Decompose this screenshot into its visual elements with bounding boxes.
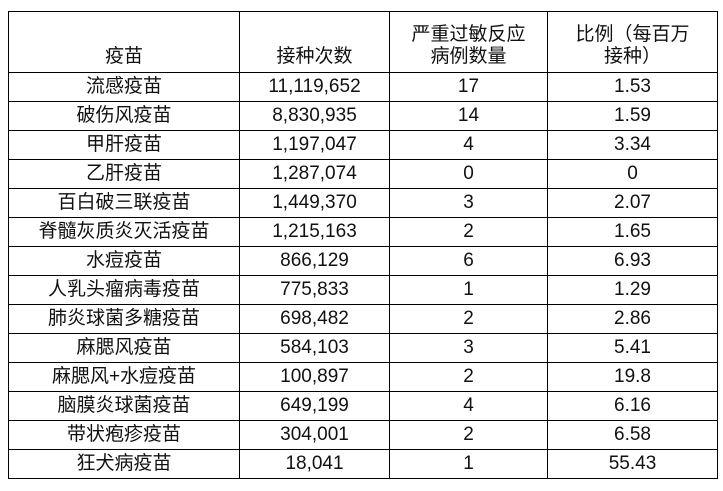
cell-rate: 1.53 xyxy=(547,72,718,102)
cell-rate: 55.43 xyxy=(547,449,718,479)
cell-doses: 11,119,652 xyxy=(239,72,390,102)
cell-vaccine: 百白破三联疫苗 xyxy=(8,188,240,218)
table-row: 人乳头瘤病毒疫苗 775,833 1 1.29 xyxy=(8,275,718,305)
table-row: 甲肝疫苗 1,197,047 4 3.34 xyxy=(8,130,718,160)
cell-doses: 698,482 xyxy=(239,304,390,334)
cell-vaccine: 水痘疫苗 xyxy=(8,246,240,276)
cell-vaccine: 破伤风疫苗 xyxy=(8,101,240,131)
table-row: 流感疫苗 11,119,652 17 1.53 xyxy=(8,72,718,102)
header-line: 疫苗 xyxy=(104,46,143,67)
header-doses: 接种次数 xyxy=(239,11,390,73)
cell-cases: 1 xyxy=(389,449,548,479)
cell-doses: 8,830,935 xyxy=(239,101,390,131)
table-row: 带状疱疹疫苗 304,001 2 6.58 xyxy=(8,420,718,450)
cell-cases: 6 xyxy=(389,246,548,276)
cell-doses: 18,041 xyxy=(239,449,390,479)
cell-vaccine: 狂犬病疫苗 xyxy=(8,449,240,479)
cell-rate: 19.8 xyxy=(547,362,718,392)
header-line: 严重过敏反应 xyxy=(411,24,526,45)
cell-cases: 2 xyxy=(389,304,548,334)
cell-rate: 6.16 xyxy=(547,391,718,421)
cell-vaccine: 乙肝疫苗 xyxy=(8,159,240,189)
cell-cases: 2 xyxy=(389,217,548,247)
cell-doses: 866,129 xyxy=(239,246,390,276)
cell-vaccine: 麻腮风+水痘疫苗 xyxy=(8,362,240,392)
header-rate: 比例（每百万 接种） xyxy=(547,11,718,73)
header-line: 病例数量 xyxy=(430,46,507,67)
cell-cases: 14 xyxy=(389,101,548,131)
cell-doses: 1,197,047 xyxy=(239,130,390,160)
cell-rate: 6.93 xyxy=(547,246,718,276)
cell-vaccine: 流感疫苗 xyxy=(8,72,240,102)
cell-cases: 3 xyxy=(389,333,548,363)
cell-rate: 1.65 xyxy=(547,217,718,247)
cell-rate: 1.29 xyxy=(547,275,718,305)
table-row: 麻腮风疫苗 584,103 3 5.41 xyxy=(8,333,718,363)
cell-doses: 100,897 xyxy=(239,362,390,392)
table-row: 破伤风疫苗 8,830,935 14 1.59 xyxy=(8,101,718,131)
vaccine-anaphylaxis-table: 疫苗 接种次数 严重过敏反应 病例数量 比例（每百万 接种） 流感疫苗 11,119,652… xyxy=(8,11,718,479)
cell-rate: 6.58 xyxy=(547,420,718,450)
cell-cases: 0 xyxy=(389,159,548,189)
table-row: 肺炎球菌多糖疫苗 698,482 2 2.86 xyxy=(8,304,718,334)
cell-cases: 3 xyxy=(389,188,548,218)
header-cases: 严重过敏反应 病例数量 xyxy=(389,11,548,73)
cell-cases: 1 xyxy=(389,275,548,305)
table-row: 麻腮风+水痘疫苗 100,897 2 19.8 xyxy=(8,362,718,392)
cell-vaccine: 脑膜炎球菌疫苗 xyxy=(8,391,240,421)
cell-doses: 304,001 xyxy=(239,420,390,450)
cell-doses: 649,199 xyxy=(239,391,390,421)
cell-rate: 3.34 xyxy=(547,130,718,160)
cell-vaccine: 脊髓灰质炎灭活疫苗 xyxy=(8,217,240,247)
cell-rate: 5.41 xyxy=(547,333,718,363)
header-line: 比例（每百万 xyxy=(575,24,690,45)
cell-vaccine: 带状疱疹疫苗 xyxy=(8,420,240,450)
cell-cases: 4 xyxy=(389,130,548,160)
cell-rate: 2.86 xyxy=(547,304,718,334)
cell-doses: 775,833 xyxy=(239,275,390,305)
cell-cases: 2 xyxy=(389,420,548,450)
cell-cases: 17 xyxy=(389,72,548,102)
table-row: 乙肝疫苗 1,287,074 0 0 xyxy=(8,159,718,189)
header-row: 疫苗 接种次数 严重过敏反应 病例数量 比例（每百万 接种） xyxy=(8,11,718,73)
cell-rate: 1.59 xyxy=(547,101,718,131)
cell-vaccine: 麻腮风疫苗 xyxy=(8,333,240,363)
table-row: 狂犬病疫苗 18,041 1 55.43 xyxy=(8,449,718,479)
cell-doses: 1,215,163 xyxy=(239,217,390,247)
cell-doses: 584,103 xyxy=(239,333,390,363)
cell-rate: 2.07 xyxy=(547,188,718,218)
table-row: 脊髓灰质炎灭活疫苗 1,215,163 2 1.65 xyxy=(8,217,718,247)
table-row: 百白破三联疫苗 1,449,370 3 2.07 xyxy=(8,188,718,218)
cell-doses: 1,287,074 xyxy=(239,159,390,189)
cell-cases: 2 xyxy=(389,362,548,392)
header-vaccine: 疫苗 xyxy=(8,11,240,73)
cell-vaccine: 人乳头瘤病毒疫苗 xyxy=(8,275,240,305)
cell-vaccine: 肺炎球菌多糖疫苗 xyxy=(8,304,240,334)
table-row: 水痘疫苗 866,129 6 6.93 xyxy=(8,246,718,276)
cell-vaccine: 甲肝疫苗 xyxy=(8,130,240,160)
cell-cases: 4 xyxy=(389,391,548,421)
header-line: 接种次数 xyxy=(276,46,353,67)
cell-doses: 1,449,370 xyxy=(239,188,390,218)
cell-rate: 0 xyxy=(547,159,718,189)
table-row: 脑膜炎球菌疫苗 649,199 4 6.16 xyxy=(8,391,718,421)
header-line: 接种） xyxy=(603,46,661,67)
